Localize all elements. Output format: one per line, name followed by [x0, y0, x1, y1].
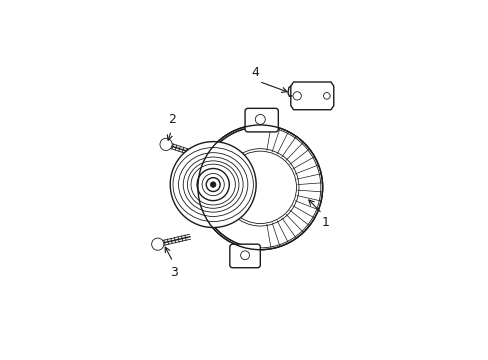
Circle shape [221, 149, 298, 226]
FancyBboxPatch shape [244, 108, 278, 132]
Circle shape [160, 138, 172, 150]
Circle shape [197, 168, 229, 201]
Circle shape [151, 238, 163, 250]
Polygon shape [290, 82, 333, 110]
Circle shape [202, 174, 224, 195]
Text: 4: 4 [251, 66, 259, 79]
Circle shape [198, 125, 322, 250]
Circle shape [206, 177, 220, 192]
FancyBboxPatch shape [229, 244, 260, 268]
Text: 3: 3 [169, 266, 177, 279]
Circle shape [170, 141, 256, 228]
Text: 1: 1 [321, 216, 329, 229]
Circle shape [223, 150, 297, 225]
Text: 2: 2 [167, 113, 175, 126]
Circle shape [210, 182, 216, 187]
